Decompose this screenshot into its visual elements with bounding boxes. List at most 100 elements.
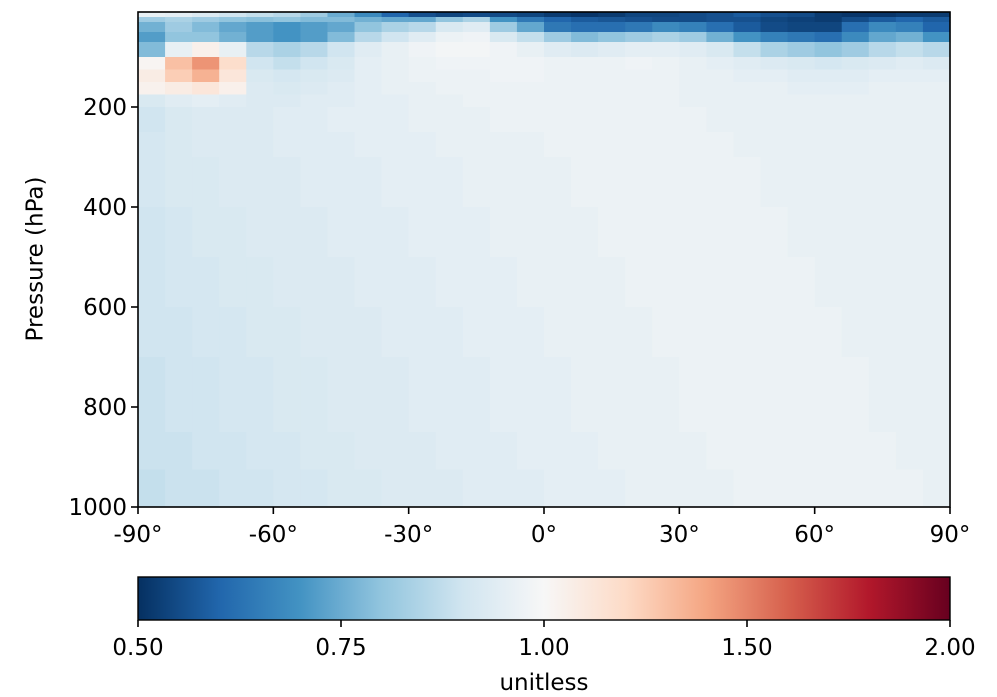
heatmap-cell xyxy=(192,12,220,18)
heatmap-cell xyxy=(300,57,329,71)
heatmap-cell xyxy=(462,307,491,358)
heatmap-cell xyxy=(787,17,816,23)
heatmap-cell xyxy=(192,432,220,471)
heatmap-cell xyxy=(625,469,653,508)
heatmap-cell xyxy=(922,42,951,58)
heatmap-cell xyxy=(273,357,301,433)
heatmap-cell xyxy=(273,69,301,83)
heatmap-cell xyxy=(922,432,951,471)
heatmap-cell xyxy=(408,357,437,433)
heatmap-cell xyxy=(192,157,220,208)
x-tick-label: -90° xyxy=(113,522,162,548)
heatmap-cell xyxy=(895,432,924,471)
heatmap-cell xyxy=(219,17,247,23)
heatmap-cell xyxy=(462,107,491,133)
heatmap-cell xyxy=(922,107,951,133)
heatmap-cell xyxy=(760,207,789,258)
heatmap-cell xyxy=(760,94,789,108)
heatmap-cell xyxy=(165,69,193,83)
heatmap-cell xyxy=(273,469,301,508)
heatmap-cell xyxy=(868,94,897,108)
heatmap-cell xyxy=(435,107,464,133)
heatmap-cell xyxy=(760,107,789,133)
heatmap-cell xyxy=(760,69,789,83)
heatmap-cell xyxy=(841,32,870,43)
heatmap-cell xyxy=(544,432,572,471)
heatmap-cell xyxy=(787,357,816,433)
heatmap-cell xyxy=(868,207,897,258)
heatmap-cell xyxy=(219,257,247,308)
heatmap-cell xyxy=(706,432,735,471)
heatmap-cell xyxy=(300,69,329,83)
heatmap-cell xyxy=(489,12,518,18)
heatmap-cell xyxy=(516,357,545,433)
colorbar-label: unitless xyxy=(499,670,588,696)
heatmap-cell xyxy=(273,157,301,208)
heatmap-cell xyxy=(625,107,653,133)
heatmap-cell xyxy=(138,157,166,208)
heatmap-cell xyxy=(760,17,789,23)
heatmap-cell xyxy=(625,432,653,471)
heatmap-cell xyxy=(895,357,924,433)
heatmap-cell xyxy=(571,32,599,43)
heatmap-cell xyxy=(625,82,653,96)
heatmap-cell xyxy=(679,257,707,308)
heatmap-cell xyxy=(354,307,383,358)
heatmap-cell xyxy=(354,32,383,43)
heatmap-cell xyxy=(408,107,437,133)
heatmap-cell xyxy=(219,132,247,158)
heatmap-cell xyxy=(706,42,735,58)
heatmap-cell xyxy=(354,57,383,71)
heatmap-cell xyxy=(354,42,383,58)
heatmap-cell xyxy=(273,307,301,358)
heatmap-cell xyxy=(787,157,816,208)
heatmap-cell xyxy=(489,94,518,108)
heatmap-cell xyxy=(787,469,816,508)
heatmap-cell xyxy=(273,94,301,108)
heatmap-cell xyxy=(571,94,599,108)
heatmap-cell xyxy=(652,82,680,96)
heatmap-cell xyxy=(381,69,410,83)
heatmap-cell xyxy=(922,157,951,208)
heatmap-cell xyxy=(516,82,545,96)
colorbar-tick-label: 2.00 xyxy=(924,635,975,661)
heatmap-cell xyxy=(760,357,789,433)
heatmap-cell xyxy=(760,82,789,96)
heatmap-cell xyxy=(787,432,816,471)
heatmap-cell xyxy=(598,57,626,71)
x-tick-label: 60° xyxy=(794,522,835,548)
heatmap-cell xyxy=(787,12,816,18)
heatmap-cell xyxy=(868,357,897,433)
heatmap-cell xyxy=(652,94,680,108)
heatmap-cell xyxy=(165,307,193,358)
heatmap-cell xyxy=(219,12,247,18)
heatmap-cell xyxy=(246,257,274,308)
heatmap-cell xyxy=(733,157,762,208)
heatmap-cell xyxy=(868,432,897,471)
heatmap-cell xyxy=(571,17,599,23)
heatmap-cell xyxy=(598,307,626,358)
heatmap-cell xyxy=(192,207,220,258)
heatmap-cell xyxy=(922,57,951,71)
colorbar-tick-label: 1.50 xyxy=(721,635,772,661)
heatmap-cell xyxy=(327,257,356,308)
heatmap-cell xyxy=(598,42,626,58)
heatmap-cell xyxy=(381,157,410,208)
heatmap-cell xyxy=(706,69,735,83)
heatmap-cell xyxy=(598,132,626,158)
heatmap-cell xyxy=(327,57,356,71)
heatmap-cell xyxy=(868,157,897,208)
heatmap-cell xyxy=(868,12,897,18)
heatmap-cell xyxy=(300,432,329,471)
heatmap-cell xyxy=(598,257,626,308)
heatmap-cell xyxy=(138,12,166,18)
heatmap-cell xyxy=(571,257,599,308)
heatmap-cell xyxy=(381,207,410,258)
heatmap-cell xyxy=(625,357,653,433)
heatmap-cell xyxy=(246,42,274,58)
heatmap-cell xyxy=(354,132,383,158)
heatmap-cell xyxy=(462,69,491,83)
heatmap-cell xyxy=(841,432,870,471)
heatmap-cell xyxy=(219,107,247,133)
heatmap-cell xyxy=(516,42,545,58)
